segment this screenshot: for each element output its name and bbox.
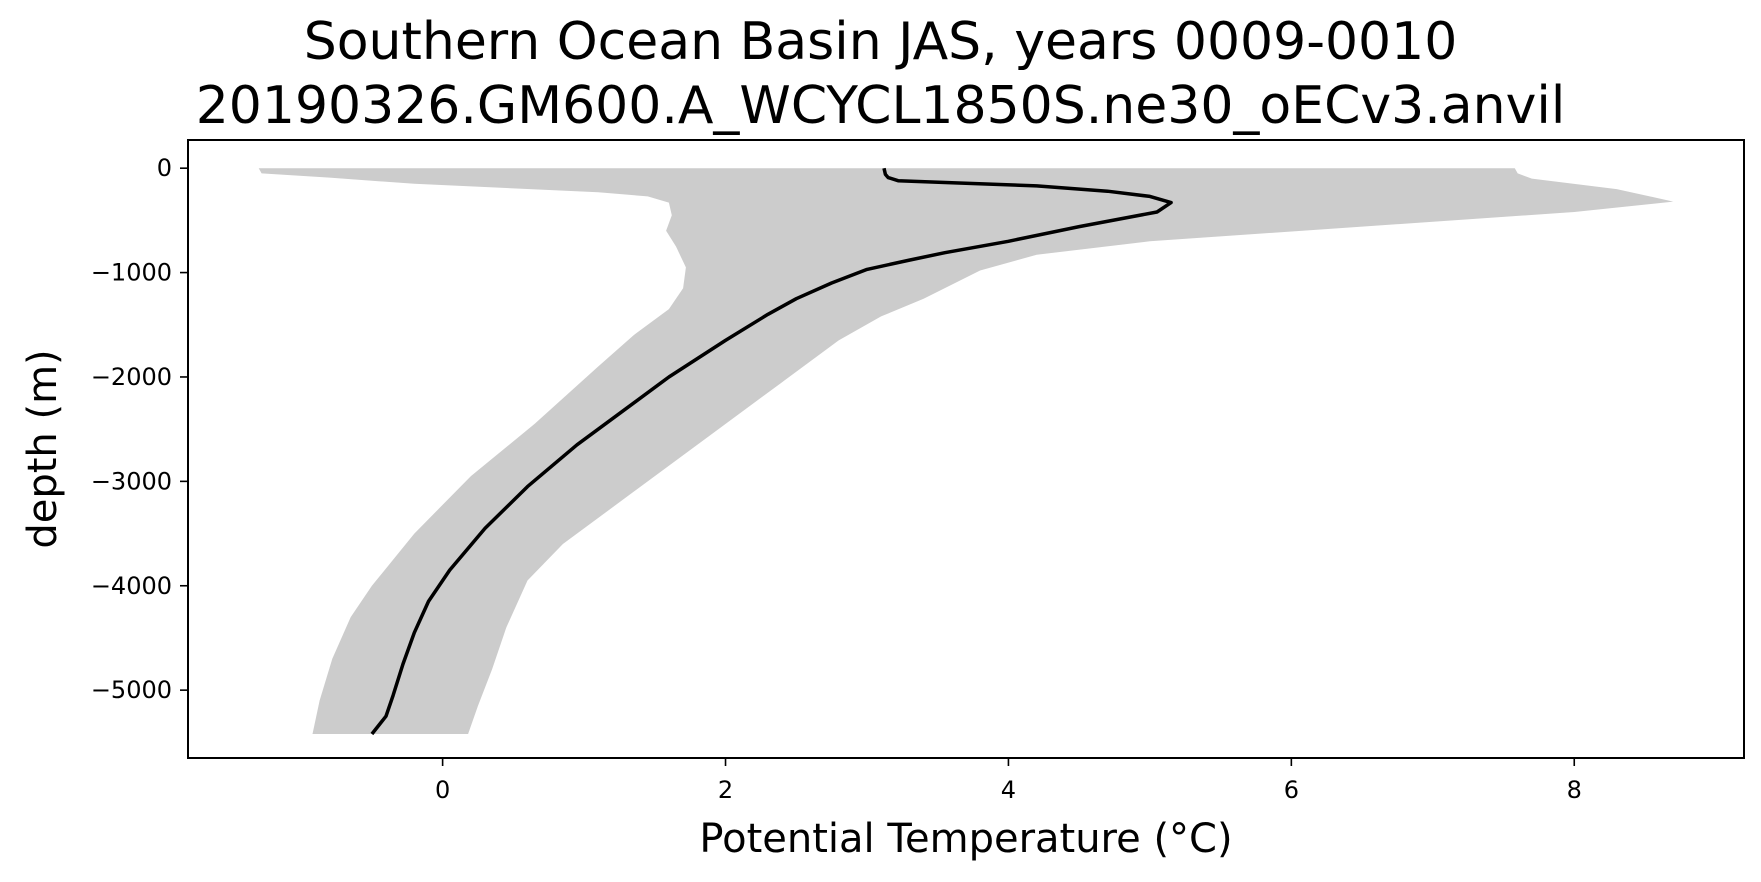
y-tick-label: −3000 bbox=[91, 467, 172, 495]
x-axis: 0 2 4 6 8 bbox=[435, 758, 1582, 804]
x-tick-label: 2 bbox=[718, 776, 733, 804]
x-tick-label: 0 bbox=[435, 776, 450, 804]
x-tick-label: 4 bbox=[1001, 776, 1016, 804]
y-tick-label: −5000 bbox=[91, 676, 172, 704]
y-tick-label: 0 bbox=[157, 154, 172, 182]
x-tick-label: 6 bbox=[1284, 776, 1299, 804]
y-tick-label: −1000 bbox=[91, 259, 172, 287]
series-line bbox=[370, 167, 1173, 736]
x-tick-label: 8 bbox=[1567, 776, 1582, 804]
y-axis: 0 −1000 −2000 −3000 −4000 −5000 bbox=[91, 154, 188, 704]
axes-frame bbox=[187, 139, 1745, 759]
chart-title: Southern Ocean Basin JAS, years 0009-001… bbox=[303, 12, 1458, 72]
y-tick-label: −4000 bbox=[91, 572, 172, 600]
chart-subtitle: 20190326.GM600.A_WCYCL1850S.ne30_oECv3.a… bbox=[195, 76, 1566, 136]
y-axis-label: depth (m) bbox=[20, 349, 66, 548]
range-band bbox=[258, 168, 1674, 734]
plot-area bbox=[258, 167, 1674, 736]
y-tick-label: −2000 bbox=[91, 363, 172, 391]
x-axis-label: Potential Temperature (°C) bbox=[699, 816, 1232, 862]
